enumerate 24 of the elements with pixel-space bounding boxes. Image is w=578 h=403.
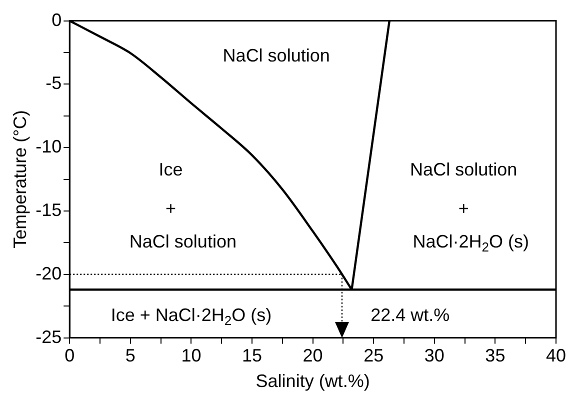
annotation: NaCl solution [410, 159, 518, 180]
x-tick-label: 0 [64, 346, 75, 366]
y-tick-label: -15 [36, 200, 62, 220]
y-tick-label: -10 [36, 136, 62, 157]
annotation: + [458, 198, 469, 219]
x-tick-label: 20 [302, 346, 323, 366]
annotation: NaCl solution [222, 45, 330, 66]
annotation: + [166, 198, 176, 219]
x-axis-title: Salinity (wt.%) [256, 371, 370, 392]
annotation: NaCl solution [129, 232, 236, 252]
x-tick-label: 15 [242, 346, 262, 366]
x-tick-label: 30 [424, 346, 444, 366]
y-axis-title: Temperature (°C) [10, 110, 30, 248]
x-tick-label: 40 [546, 346, 566, 366]
y-tick-label: -20 [36, 263, 62, 284]
annotation: Ice [158, 159, 183, 180]
annotation: 22.4 wt.% [370, 305, 450, 326]
y-tick-label: 0 [52, 10, 62, 30]
x-tick-label: 25 [364, 346, 384, 366]
x-tick-label: 5 [125, 346, 136, 366]
y-tick-label: -25 [36, 326, 62, 347]
x-tick-label: 10 [181, 346, 202, 366]
y-tick-label: -5 [46, 73, 62, 94]
x-tick-label: 35 [485, 346, 506, 366]
